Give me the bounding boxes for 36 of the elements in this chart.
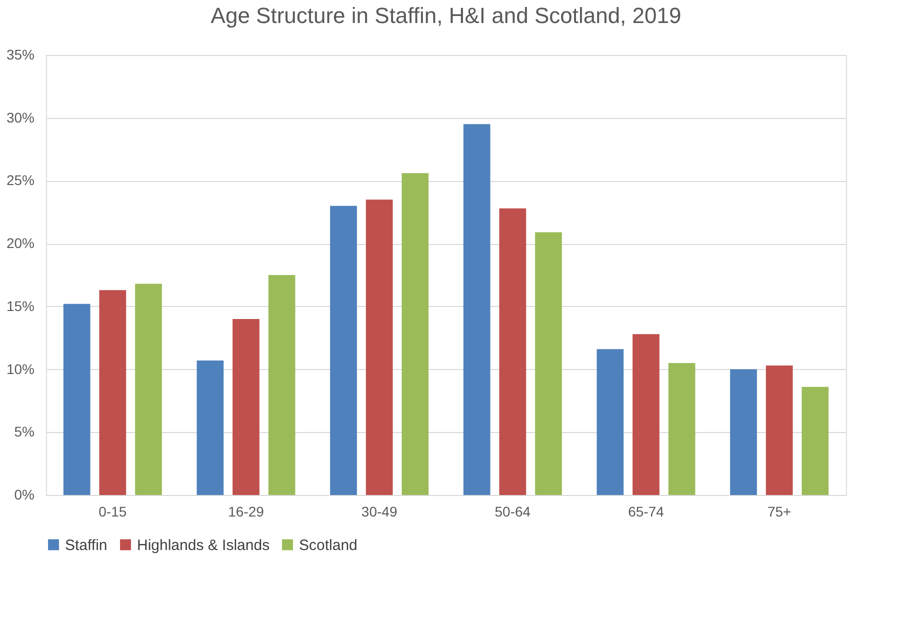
- y-tick-label: 15%: [6, 298, 34, 314]
- y-tick-label: 20%: [6, 235, 34, 252]
- bar: [366, 200, 393, 495]
- x-tick-label: 75+: [767, 504, 792, 520]
- legend-label: Scotland: [299, 536, 358, 554]
- bar: [596, 349, 624, 495]
- bar: [99, 290, 126, 495]
- bar: [463, 124, 490, 495]
- y-tick-label: 10%: [6, 360, 34, 377]
- x-tick-label: 65-74: [628, 504, 664, 520]
- x-tick-label: 50-64: [494, 504, 531, 520]
- x-tick-label: 30-49: [361, 504, 398, 520]
- legend-label: Staffin: [65, 536, 108, 554]
- bar: [730, 369, 757, 495]
- y-tick-label: 5%: [14, 424, 34, 440]
- bar: [196, 360, 224, 495]
- y-tick-label: 25%: [6, 172, 34, 188]
- bar: [330, 206, 357, 495]
- y-tick-label: 30%: [6, 109, 34, 126]
- bar: [232, 319, 260, 495]
- bar: [402, 173, 429, 495]
- y-tick-label: 0%: [14, 486, 34, 502]
- bar: [135, 284, 162, 495]
- bar: [668, 363, 696, 495]
- bar: [499, 208, 526, 495]
- bar: [535, 232, 562, 495]
- x-tick-label: 16-29: [228, 504, 264, 520]
- legend-label: Highlands & Islands: [137, 536, 270, 554]
- x-tick-label: 0-15: [98, 504, 127, 520]
- bar: [63, 304, 90, 495]
- chart-title: Age Structure in Staffin, H&I and Scotland, 2019: [210, 3, 682, 28]
- bar: [802, 386, 829, 495]
- y-tick-label: 35%: [6, 46, 34, 62]
- bar: [766, 366, 793, 495]
- bar: [268, 275, 296, 495]
- bar: [632, 334, 660, 495]
